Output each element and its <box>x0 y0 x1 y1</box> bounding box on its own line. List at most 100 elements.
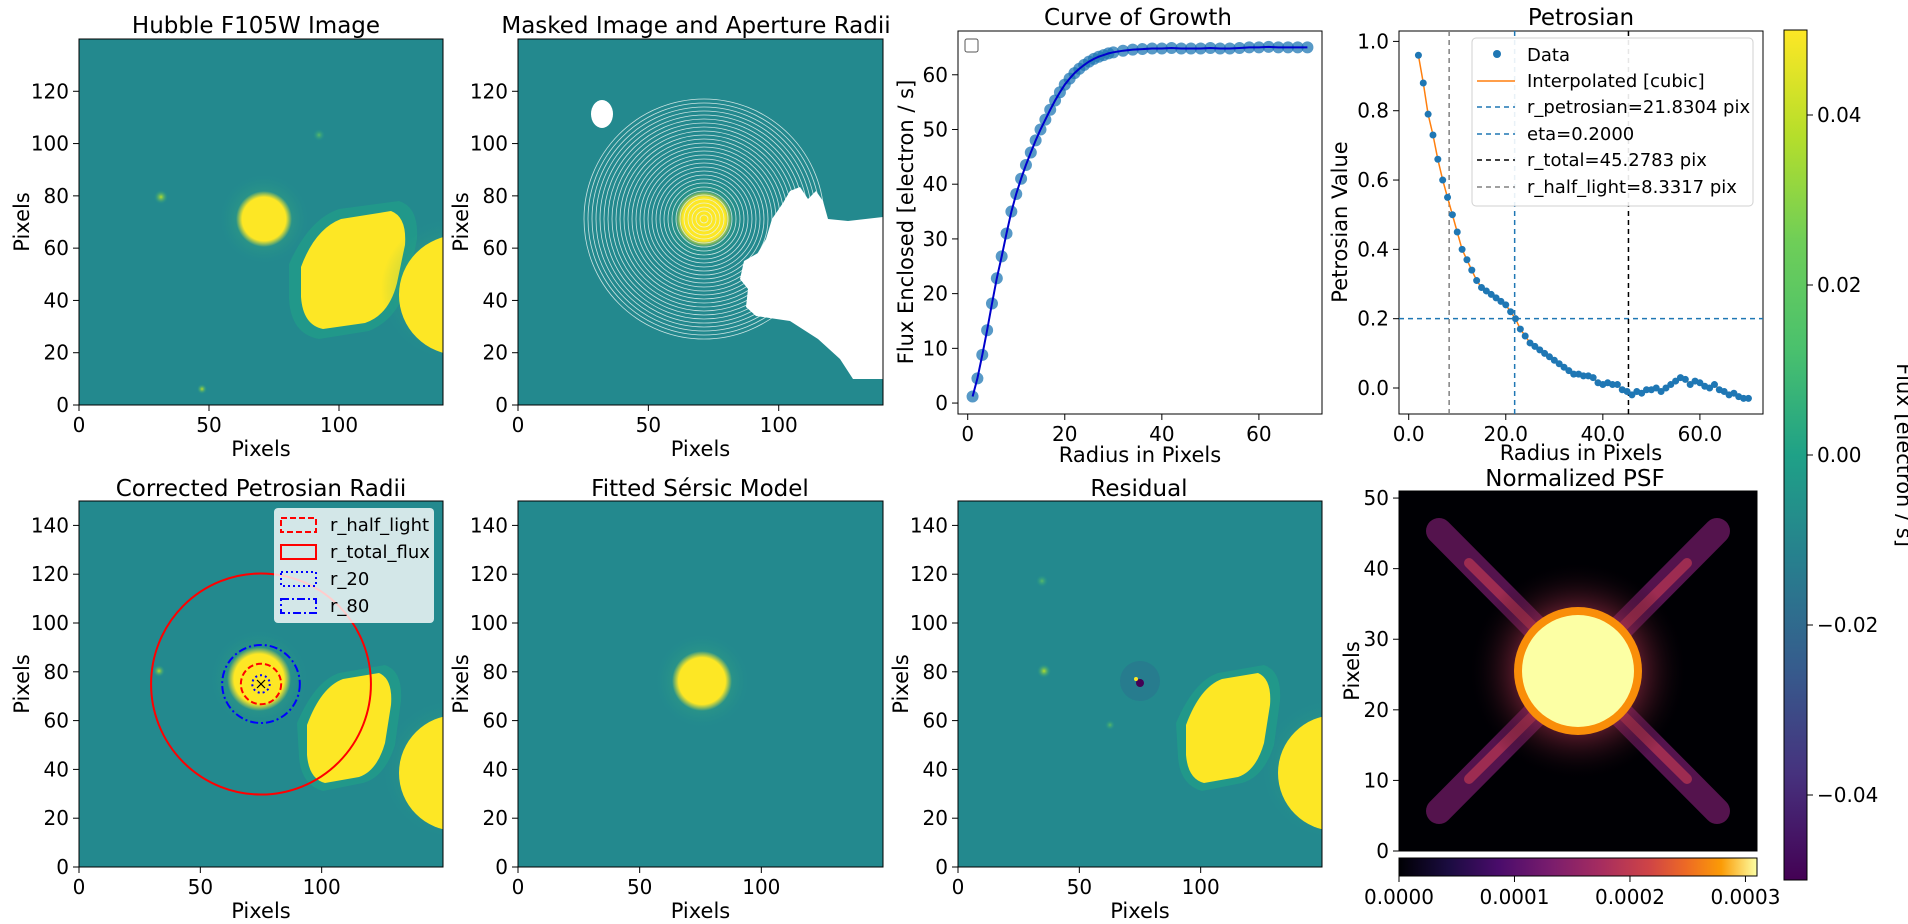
petrosian-point <box>1613 381 1621 389</box>
petrosian-point <box>1507 308 1515 316</box>
y-tick-label: 0 <box>1376 839 1389 863</box>
y-axis-label: Pixels <box>10 654 34 714</box>
panel-corrected-radii: Corrected Petrosian Radii r_half_light r… <box>10 476 444 923</box>
aperture-ring <box>639 154 769 284</box>
petrosian-point <box>1589 374 1597 382</box>
axes: 0 50 100 0 20 40 60 80 100 120 140 Pixels Pixels <box>10 513 341 923</box>
petrosian-point <box>1730 389 1738 397</box>
colorbar-tick-label: −0.04 <box>1817 783 1878 807</box>
y-tick-label: 10 <box>1364 768 1389 792</box>
legend-label: r_total_flux <box>330 542 430 563</box>
y-tick-label: 20 <box>1364 698 1389 722</box>
y-tick-label: 0.2 <box>1357 307 1389 331</box>
petrosian-point <box>1478 283 1486 291</box>
petrosian-point <box>1672 377 1680 385</box>
x-axis-label: Pixels <box>1110 899 1170 923</box>
y-tick-label: 100 <box>31 132 69 156</box>
panel-title: Hubble F105W Image <box>132 13 380 39</box>
y-axis-label: Pixels <box>449 654 473 714</box>
petrosian-point <box>1526 339 1534 347</box>
y-tick-label: 20 <box>44 341 69 365</box>
legend-label: r_20 <box>330 569 369 590</box>
y-tick-label: 60 <box>923 63 948 87</box>
panel-title: Corrected Petrosian Radii <box>116 476 407 502</box>
panel-title: Fitted Sérsic Model <box>591 476 809 502</box>
y-tick-label: 40 <box>1364 557 1389 581</box>
y-tick-label: 0.0 <box>1357 376 1389 400</box>
petrosian-point <box>1681 375 1689 383</box>
x-tick-label: 0 <box>961 422 974 446</box>
y-tick-label: 20 <box>483 806 508 830</box>
petrosian-point <box>1545 353 1553 361</box>
y-tick-label: 30 <box>923 227 948 251</box>
axes: 0 50 100 0 20 40 60 80 100 120 140 Pixels Pixels <box>449 513 780 923</box>
x-tick-label: 0 <box>952 875 965 899</box>
y-tick-label: 40 <box>44 757 69 781</box>
x-tick-label: 0.0 <box>1393 422 1425 446</box>
x-tick-label: 20.0 <box>1484 422 1529 446</box>
psf-image <box>1399 491 1757 851</box>
circle-r-80 <box>221 643 301 725</box>
petrosian-point <box>1482 287 1490 295</box>
petrosian-point <box>1652 384 1660 392</box>
aperture-ring <box>675 190 733 248</box>
y-tick-label: 20 <box>923 806 948 830</box>
petrosian-point <box>1570 370 1578 378</box>
panel-sersic-model: Fitted Sérsic Model 0 50 100 0 20 40 60 80 100 12… <box>449 476 884 923</box>
petrosian-point <box>1740 394 1748 402</box>
colorbar-tick-label: 0.02 <box>1817 273 1862 297</box>
legend-data-marker <box>1493 50 1501 58</box>
legend-r80-swatch <box>280 598 317 614</box>
y-tick-label: 100 <box>31 611 69 635</box>
y-tick-label: 0.4 <box>1357 237 1389 261</box>
aperture-ring <box>687 202 721 236</box>
aperture-ring <box>691 206 717 232</box>
image-area <box>518 501 883 867</box>
axes: 0 50 100 0 20 40 60 80 100 120 Pixels Pixels <box>449 79 798 461</box>
x-tick-label: 40.0 <box>1581 422 1626 446</box>
petrosian-point <box>1643 386 1651 394</box>
y-tick-label: 120 <box>470 562 508 586</box>
y-tick-label: 140 <box>31 513 69 537</box>
y-tick-label: 100 <box>470 132 508 156</box>
petrosian-point <box>1511 315 1519 323</box>
y-tick-label: 40 <box>923 172 948 196</box>
petrosian-point <box>1502 301 1510 309</box>
y-tick-label: 20 <box>44 806 69 830</box>
y-tick-label: 120 <box>910 562 948 586</box>
legend-r20-swatch <box>280 571 317 587</box>
legend: r_half_light r_total_flux r_20 r_80 <box>274 508 434 623</box>
aperture-ring <box>683 198 725 240</box>
petrosian-point <box>1444 193 1452 201</box>
legend-label: r_half_light <box>330 515 429 536</box>
x-tick-label: 50 <box>188 875 213 899</box>
petrosian-point <box>1531 342 1539 350</box>
petrosian-point <box>1463 256 1471 264</box>
panel-title: Residual <box>1090 476 1187 502</box>
y-tick-label: 0.8 <box>1357 99 1389 123</box>
y-axis-label: Pixels <box>449 192 473 252</box>
x-axis-label: Radius in Pixels <box>1059 443 1221 467</box>
x-axis-label: Pixels <box>231 899 291 923</box>
aperture-ring <box>647 162 761 276</box>
colorbar-tick-label: 0.00 <box>1817 443 1862 467</box>
panel-curve-of-growth: Curve of Growth 0 20 40 60 0 10 20 30 40 50 60 Rad… <box>894 5 1323 467</box>
y-tick-label: 30 <box>1364 627 1389 651</box>
circle-r-half-light <box>239 662 283 706</box>
y-tick-label: 50 <box>1364 486 1389 510</box>
y-tick-label: 50 <box>923 117 948 141</box>
x-tick-label: 0 <box>73 875 86 899</box>
aperture-ring <box>655 170 753 268</box>
petrosian-point <box>1686 381 1694 389</box>
y-tick-label: 40 <box>44 288 69 312</box>
aperture-ring <box>651 166 757 272</box>
y-tick-label: 0 <box>56 855 69 879</box>
axes: 0 50 100 0 20 40 60 80 100 120 140 Pixels Pixels <box>889 513 1220 923</box>
psf-colorbar <box>1398 857 1758 877</box>
axes: 0 50 100 0 20 40 60 80 100 120 Pixels Pixels <box>10 79 358 461</box>
petrosian-point <box>1434 155 1442 163</box>
petrosian-point <box>1487 290 1495 298</box>
y-tick-label: 0 <box>935 855 948 879</box>
petrosian-point <box>1473 277 1481 285</box>
aperture-ring <box>679 194 729 244</box>
